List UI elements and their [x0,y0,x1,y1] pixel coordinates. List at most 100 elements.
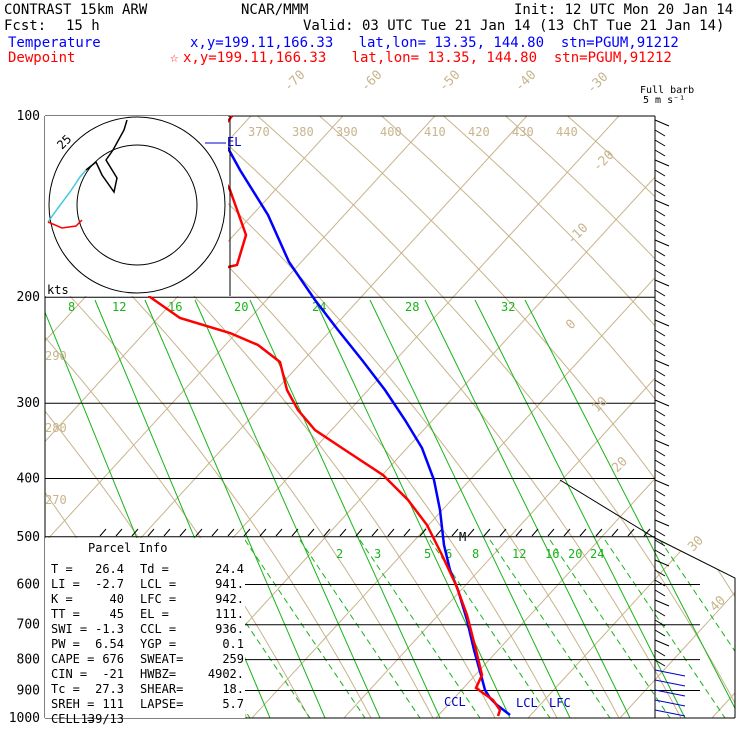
parcel-key: Td = [140,562,169,576]
parcel-value: 936. [215,622,244,636]
hatch-mark [115,528,123,537]
lfc-label: LFC [549,696,571,710]
wind-barb [654,169,666,177]
theta-label: 290 [45,349,67,363]
parcel-key: LI = [51,577,80,591]
mixing-ratio-label: 2 [336,547,343,561]
parcel-key: SWI = [51,622,87,636]
wind-barb [654,139,666,147]
hatch-mark [387,528,395,537]
isotherm-label: -40 [512,68,539,95]
wind-barb [654,659,666,667]
hatch-mark [275,528,283,537]
hodograph-background [45,116,228,296]
wind-barb [654,469,666,477]
parcel-value: 18. [222,682,244,696]
mixing-ratio-label: 16 [545,547,559,561]
mixing-ratio-label: 20 [568,547,582,561]
wind-barb [654,309,666,317]
level-markers: EL CCL LCL LFC M [205,135,571,710]
parcel-value: 5.7 [222,697,244,711]
wind-barb [654,569,666,577]
mixing-ratio-label: 3 [374,547,381,561]
dry-adiabat-line [45,116,372,718]
parcel-value: 941. [215,577,244,591]
wind-barb [654,119,670,127]
isotherm-line [45,116,445,718]
dry-adiabat-line [408,116,735,718]
dry-adiabat-line [346,116,735,718]
parcel-key: SHEAR= [140,682,183,696]
hatch-mark [227,528,235,537]
parcel-key: SREH = [51,697,94,711]
isotherm-label: -60 [358,68,385,95]
wind-barb [654,299,666,307]
parcel-value: 6.54 [95,637,124,651]
parcel-key: SWEAT= [140,652,183,666]
title-center: NCAR/MMM [241,2,309,18]
mixing-ratio-label: 8 [68,300,75,314]
parcel-key: HWBZ= [140,667,176,681]
parcel-value: 40 [110,592,124,606]
wind-barb [654,519,670,527]
parcel-key: CIN = [51,667,87,681]
isotherm-label: -20 [590,148,617,175]
el-label: EL [227,135,241,149]
parcel-value: 942. [215,592,244,606]
isotherm-line [159,116,721,718]
parcel-key: LFC = [140,592,176,606]
mixing-ratio-dashed [604,539,726,718]
wind-barb [654,319,670,327]
hatch-mark [499,528,507,537]
wind-barb [654,229,666,237]
parcel-key: CCL = [140,622,176,636]
mixing-ratio-label: 32 [501,300,515,314]
hodograph-trace-low [47,169,87,223]
pressure-label-800: 800 [17,653,40,668]
hatch-mark [243,528,251,537]
hatch-mark [579,528,587,537]
wind-barb [654,679,686,687]
mixing-ratio-line [424,299,631,718]
dry-adiabat-line [532,116,735,718]
mixing-ratio-line [314,299,511,718]
isotherm-line [251,116,735,718]
mixing-ratio-line [474,299,686,718]
dry-adiabat-line [45,116,310,718]
pressure-label-200: 200 [17,290,40,305]
parcel-value: 111. [215,607,244,621]
mixing-ratio-dashed [659,539,735,718]
parcel-key: K = [51,592,73,606]
wind-barb [654,459,666,467]
isotherm-label: 40 [707,593,729,615]
wind-barb [654,599,670,607]
wind-barb [654,539,666,547]
wind-barb [654,349,666,357]
hatch-mark [611,528,619,537]
mixing-ratio-line [524,299,735,718]
hatch-mark [451,528,459,537]
parcel-value: 45 [110,607,124,621]
wind-barb [654,389,666,397]
wind-barb [654,289,666,297]
forecast-hour: 15 h [66,18,100,34]
theta-label: 430 [512,125,534,139]
hatch-mark [467,528,475,537]
mixing-ratio-line [194,299,381,718]
parcel-value: -2.7 [95,577,124,591]
wind-barb [654,219,666,227]
hatch-mark [419,528,427,537]
parcel-key: EL = [140,607,169,621]
theta-label: 380 [292,125,314,139]
wind-barb [654,409,666,417]
isotherm-label: -50 [436,68,463,95]
parcel-info-background [45,538,245,718]
hatch-mark [435,528,443,537]
dry-adiabat-line [222,116,735,718]
isotherm-label: 30 [685,533,707,555]
mixing-ratio-dashed [244,539,366,718]
theta-label: 280 [45,421,67,435]
isotherm-line [527,116,735,718]
mixing-ratio-dashed [489,539,611,718]
